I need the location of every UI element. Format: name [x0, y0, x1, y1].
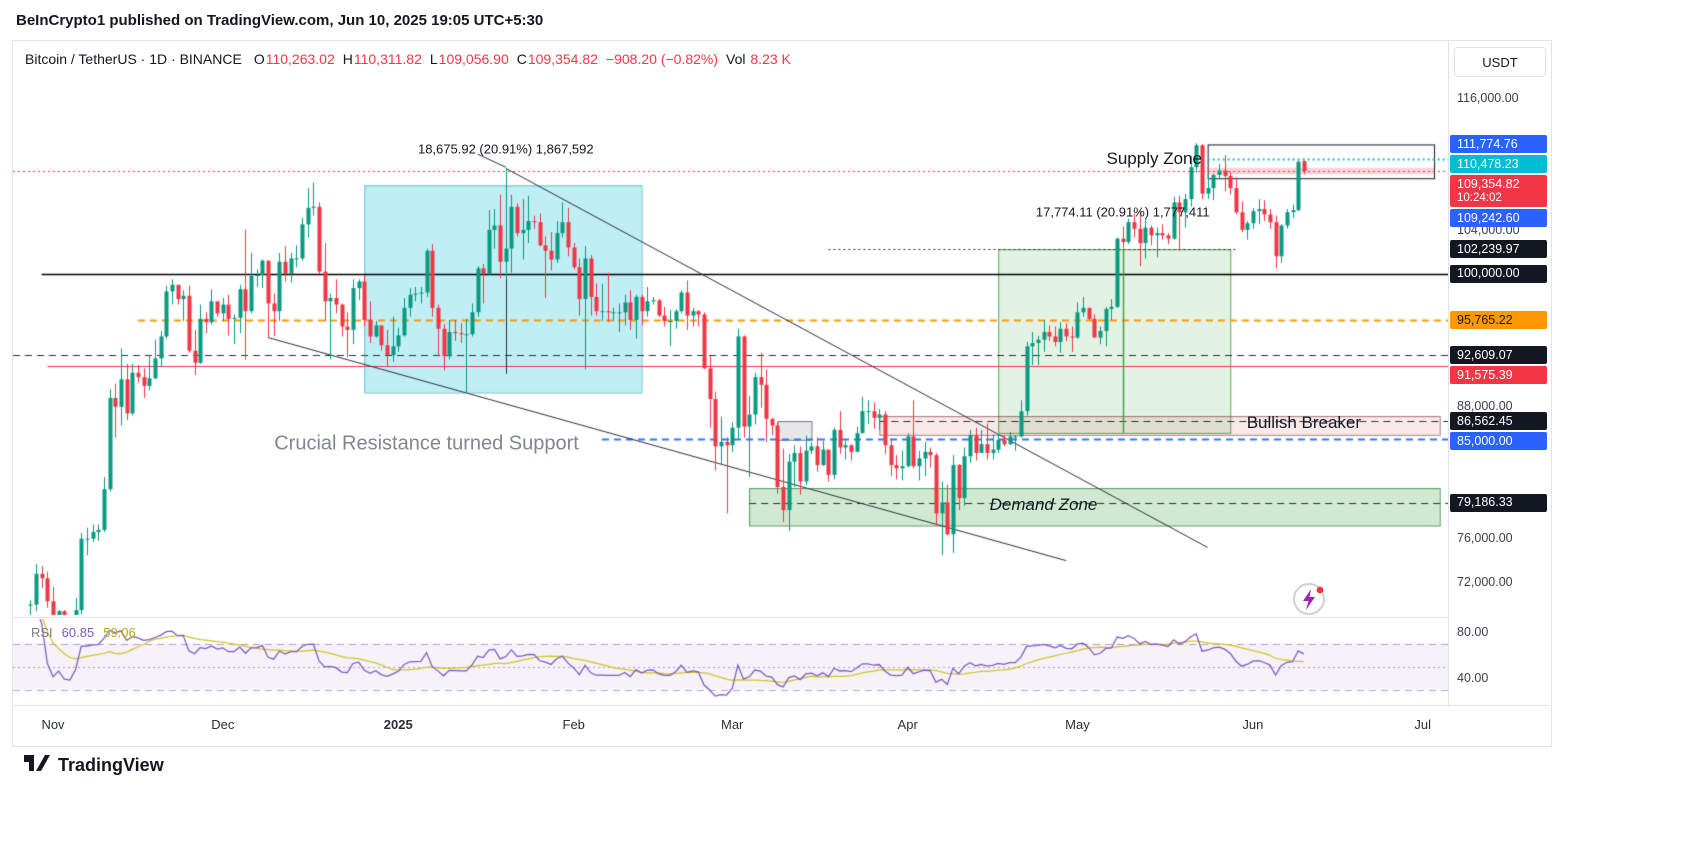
price-badge: 102,239.97 — [1450, 240, 1547, 259]
open-value: 110,263.02 — [265, 51, 335, 67]
x-axis-label: May — [1065, 717, 1090, 732]
footer-brand[interactable]: TradingView — [24, 752, 164, 779]
price-badge: 109,242.60 — [1450, 209, 1547, 228]
topbar: BeInCrypto1 published on TradingView.com… — [0, 0, 1700, 40]
rsi-value: 60.85 — [61, 625, 95, 640]
high-value: 110,311.82 — [353, 51, 422, 67]
x-axis-label: Apr — [897, 717, 918, 732]
topbar-title: BeInCrypto1 published on TradingView.com… — [16, 12, 544, 29]
beincrypto-floating-icon[interactable] — [1291, 581, 1327, 617]
price-badge: 111,774.76 — [1450, 135, 1547, 154]
price-badge: 91,575.39 — [1450, 366, 1547, 385]
x-axis-label: 2025 — [383, 717, 413, 732]
low-label: L — [429, 51, 438, 67]
price-axis[interactable]: 116,000.00 104,000.00 88,000.00 76,000.00 72… — [1448, 41, 1551, 705]
change-value: −908.20 (−0.82%) — [605, 51, 719, 67]
x-axis-label: Nov — [41, 717, 65, 732]
price-tick: 72,000.00 — [1457, 574, 1513, 589]
x-axis-label: Mar — [720, 717, 744, 732]
price-badge: 100,000.00 — [1450, 264, 1547, 283]
price-badge: 110,478.23 — [1450, 155, 1547, 174]
price-badge: 92,609.07 — [1450, 346, 1547, 365]
price-tick: 116,000.00 — [1457, 91, 1519, 105]
pane-separator[interactable] — [13, 617, 1549, 618]
rsi-tick: 40.00 — [1457, 671, 1489, 685]
x-axis-label: Jul — [1414, 717, 1432, 732]
close-label: C — [516, 51, 527, 67]
tradingview-logo-icon — [24, 752, 50, 779]
price-badge: 95,765.22 — [1450, 311, 1547, 330]
x-axis-label: Jun — [1242, 717, 1264, 732]
high-label: H — [342, 51, 353, 67]
symbol-legend: Bitcoin / TetherUS · 1D · BINANCE O110,2… — [25, 51, 791, 67]
x-axis-label: Feb — [562, 717, 585, 732]
close-value: 109,354.82 — [527, 51, 598, 67]
chart-plot-canvas[interactable] — [13, 41, 1448, 705]
rsi-tick: 80.00 — [1457, 625, 1489, 639]
price-tick: 76,000.00 — [1457, 530, 1513, 545]
x-axis-label: Dec — [211, 717, 235, 732]
rsi-ma-value: 59.06 — [103, 625, 136, 640]
price-badge: 109,354.82 10:24:02 — [1450, 175, 1547, 208]
volume-value: 8.23 K — [750, 51, 791, 67]
rsi-label[interactable]: RSI — [31, 625, 53, 640]
open-label: O — [253, 51, 265, 67]
price-badge: 85,000.00 — [1450, 432, 1547, 451]
price-tick: 88,000.00 — [1457, 398, 1513, 413]
price-badge: 86,562.45 — [1450, 412, 1547, 431]
price-badge: 79,186.33 — [1450, 493, 1547, 512]
currency-toggle-button[interactable]: USDT — [1454, 47, 1546, 77]
time-axis[interactable]: Nov Dec 2025 Feb Mar Apr May Jun Jul — [13, 705, 1549, 746]
volume-label: Vol — [726, 51, 746, 67]
rsi-legend: RSI 60.85 59.06 — [31, 625, 136, 640]
footer-brand-text: TradingView — [58, 755, 164, 775]
symbol-title[interactable]: Bitcoin / TetherUS · 1D · BINANCE — [25, 51, 242, 67]
low-value: 109,056.90 — [438, 51, 509, 67]
chart-widget: 18,675.92 (20.91%) 1,867,592 17,774.11 (2… — [12, 40, 1552, 747]
